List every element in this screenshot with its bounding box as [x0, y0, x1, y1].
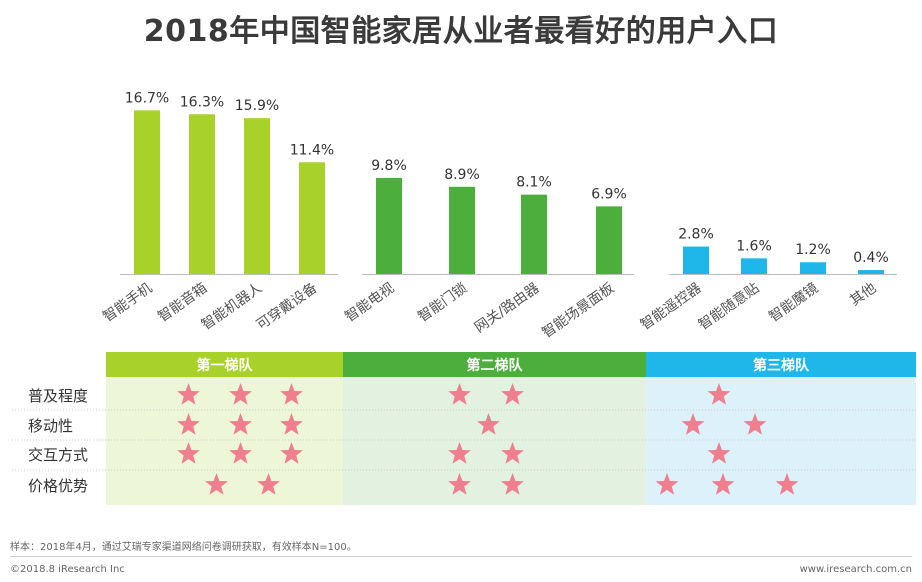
- website-url: www.iresearch.com.cn: [799, 564, 912, 575]
- bar-3: [244, 118, 270, 275]
- star-icon: [229, 413, 252, 435]
- row-label-3: 交互方式: [28, 446, 88, 464]
- page-title: 2018年中国智能家居从业者最看好的用户入口: [143, 14, 779, 49]
- bar-10: [741, 258, 767, 274]
- tier-header-3: [646, 352, 916, 377]
- value-label-10: 1.6%: [736, 238, 772, 254]
- tier-header-2: [343, 352, 646, 377]
- source-footnote: 样本：2018年4月，通过艾瑞专家渠道网络问卷调研获取，有效样本N=100。: [10, 542, 357, 553]
- row-label-2: 移动性: [28, 417, 73, 435]
- tier-column-bg-1: [106, 377, 343, 505]
- tier-header-label-3: 第三梯队: [753, 357, 810, 374]
- star-icon: [280, 442, 303, 464]
- footer-divider: [10, 556, 912, 557]
- bar-8: [596, 206, 622, 274]
- star-icon: [448, 383, 471, 405]
- tier-column-bg-3: [646, 377, 916, 505]
- bar-6: [449, 186, 475, 274]
- tier-header-label-2: 第二梯队: [467, 357, 524, 374]
- bar-1: [134, 110, 160, 274]
- value-label-12: 0.4%: [853, 250, 889, 266]
- tier-column-bg-2: [343, 377, 646, 505]
- star-icon: [501, 383, 524, 405]
- star-icon: [707, 383, 731, 405]
- star-icon: [177, 413, 200, 435]
- value-label-11: 1.2%: [795, 242, 831, 258]
- star-icon: [280, 383, 303, 405]
- bar-4: [299, 162, 325, 274]
- value-label-3: 15.9%: [235, 98, 279, 114]
- star-icon: [743, 413, 767, 435]
- star-icon: [280, 413, 303, 435]
- star-icon: [229, 383, 252, 405]
- star-icon: [177, 442, 200, 464]
- star-icon: [711, 473, 735, 495]
- star-icon: [681, 413, 705, 435]
- star-icon: [177, 383, 200, 405]
- bar-2: [189, 114, 215, 274]
- tier-header-1: [106, 352, 343, 377]
- value-label-1: 16.7%: [125, 90, 169, 106]
- star-icon: [501, 442, 524, 464]
- row-label-4: 价格优势: [28, 477, 88, 495]
- value-label-6: 8.9%: [444, 167, 480, 183]
- star-icon: [229, 442, 252, 464]
- value-label-4: 11.4%: [290, 142, 334, 158]
- star-icon: [501, 473, 524, 495]
- tier-header-label-1: 第一梯队: [197, 357, 254, 374]
- value-label-7: 8.1%: [516, 175, 552, 191]
- value-label-9: 2.8%: [678, 227, 714, 243]
- star-icon: [655, 473, 679, 495]
- star-icon: [448, 473, 471, 495]
- value-label-8: 6.9%: [591, 186, 627, 202]
- bar-12: [858, 270, 884, 274]
- bar-11: [800, 262, 826, 274]
- star-icon: [775, 473, 799, 495]
- star-icon: [257, 473, 280, 495]
- star-icon: [707, 442, 731, 464]
- star-icon: [205, 473, 228, 495]
- star-icon: [477, 413, 500, 435]
- bar-5: [376, 177, 402, 274]
- value-label-2: 16.3%: [180, 94, 224, 110]
- bar-chart: 16.7%智能手机16.3%智能音箱15.9%智能机器人11.4%可穿戴设备9.…: [100, 90, 897, 341]
- bar-7: [521, 194, 547, 274]
- copyright: ©2018.8 iResearch Inc: [10, 564, 125, 575]
- star-icon: [448, 442, 471, 464]
- bar-9: [683, 246, 709, 274]
- value-label-5: 9.8%: [371, 158, 407, 174]
- row-label-1: 普及程度: [28, 387, 88, 405]
